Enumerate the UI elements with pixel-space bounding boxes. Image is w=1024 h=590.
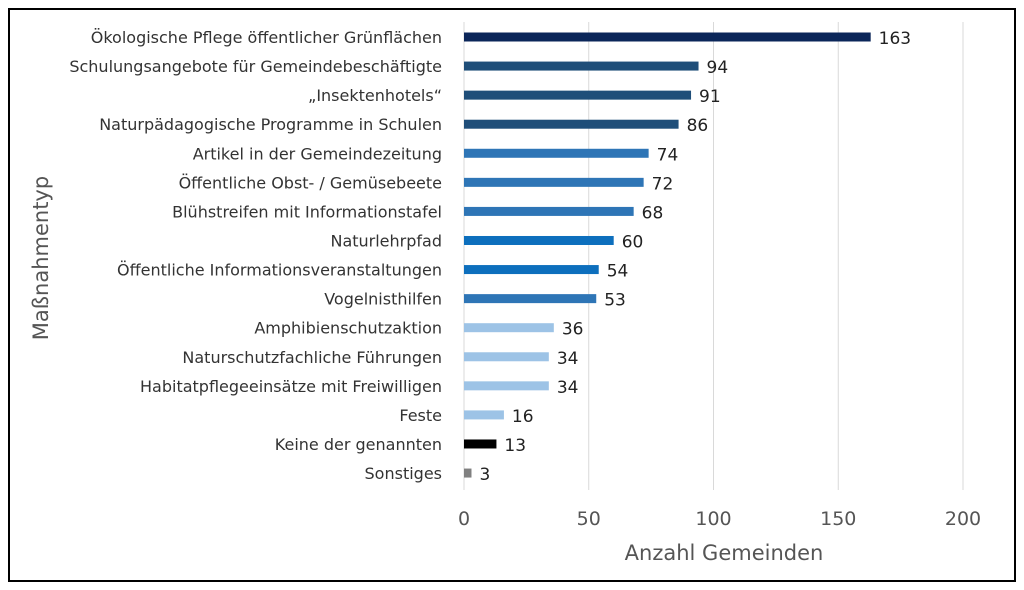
value-label: 53 — [604, 291, 626, 311]
bar — [464, 352, 549, 362]
bar — [464, 148, 649, 158]
category-label: Artikel in der Gemeindezeitung — [193, 144, 442, 163]
value-label: 3 — [479, 465, 490, 485]
value-label: 34 — [557, 378, 579, 398]
x-tick-label: 150 — [820, 508, 856, 530]
value-label: 68 — [642, 203, 664, 223]
value-label: 91 — [699, 87, 721, 107]
value-label: 16 — [512, 407, 534, 427]
category-label: Naturlehrpfad — [330, 231, 442, 250]
bar — [464, 119, 679, 129]
category-label: Schulungsangebote für Gemeindebeschäftig… — [69, 57, 442, 76]
category-label: Naturschutzfachliche Führungen — [182, 348, 442, 367]
y-axis-title: Maßnahmentyp — [29, 176, 53, 340]
x-tick-label: 100 — [695, 508, 731, 530]
x-tick-labels: 0 50 100 150 200 — [458, 508, 981, 530]
x-tick-label: 200 — [945, 508, 981, 530]
category-label: Öffentliche Obst- / Gemüsebeete — [179, 173, 442, 192]
category-label: Sonstiges — [365, 464, 442, 483]
bars — [464, 32, 871, 478]
value-label: 34 — [557, 349, 579, 369]
bar — [464, 206, 634, 216]
bar — [464, 90, 692, 100]
bar — [464, 323, 554, 333]
bar — [464, 294, 597, 304]
category-label: Feste — [399, 406, 442, 425]
category-label: Öffentliche Informationsveranstaltungen — [117, 261, 442, 280]
category-labels: Ökologische Pflege öffentlicher Grünfläc… — [69, 28, 442, 483]
bar — [464, 468, 472, 478]
category-label: Ökologische Pflege öffentlicher Grünfläc… — [91, 28, 442, 47]
bar — [464, 381, 549, 391]
x-axis-title: Anzahl Gemeinden — [625, 541, 824, 565]
value-label: 72 — [652, 174, 674, 194]
category-label: Keine der genannten — [275, 435, 442, 454]
value-label: 86 — [687, 116, 709, 136]
category-label: Habitatpflegeeinsätze mit Freiwilligen — [140, 377, 442, 396]
category-label: „Insektenhotels“ — [308, 86, 442, 105]
value-labels: 163 94 91 86 74 72 68 60 54 53 36 34 34 16 13 3 — [479, 29, 911, 485]
bar — [464, 235, 614, 245]
bar — [464, 410, 504, 420]
value-label: 94 — [707, 58, 729, 78]
bar — [464, 61, 699, 71]
value-label: 36 — [562, 320, 584, 340]
value-label: 60 — [622, 232, 644, 252]
value-label: 54 — [607, 262, 629, 282]
category-label: Naturpädagogische Programme in Schulen — [99, 115, 442, 134]
value-label: 163 — [879, 29, 911, 49]
value-label: 74 — [657, 145, 679, 165]
category-label: Amphibienschutzaktion — [254, 319, 442, 338]
bar — [464, 177, 644, 187]
category-label: Vogelnisthilfen — [324, 290, 442, 309]
bar — [464, 439, 497, 449]
bar — [464, 265, 599, 275]
x-tick-label: 0 — [458, 508, 470, 530]
bar — [464, 32, 871, 42]
x-tick-label: 50 — [577, 508, 601, 530]
category-label: Blühstreifen mit Informationstafel — [172, 202, 442, 221]
value-label: 13 — [504, 436, 526, 456]
